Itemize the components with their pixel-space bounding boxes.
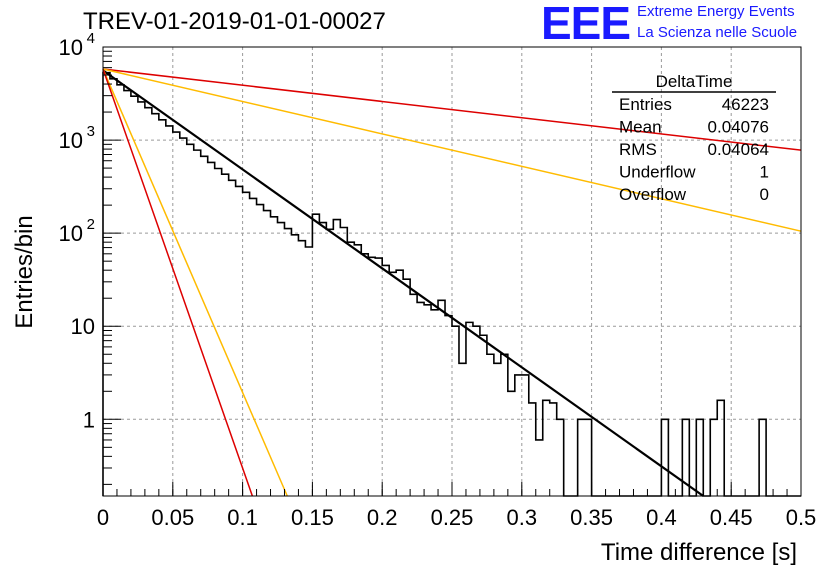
fit-lines bbox=[102, 68, 802, 497]
eee-logo: EEE bbox=[541, 0, 631, 49]
y-axis-label: Entries/bin bbox=[11, 215, 38, 328]
fit-line bbox=[102, 68, 288, 497]
axes: 0 0.05 0.1 0.15 0.2 0.25 0.3 0.35 0.4 0.45 0.51101… bbox=[59, 30, 817, 530]
x-tick-label: 0 bbox=[97, 505, 109, 530]
stats-box: DeltaTime Entries 46223 Mean 0.04076 RMS 0.04… bbox=[612, 72, 776, 204]
stats-value: 0.04064 bbox=[708, 140, 769, 159]
stats-label: Overflow bbox=[619, 185, 687, 204]
y-tick-label: 1 bbox=[83, 407, 95, 432]
y-tick-label: 10 bbox=[59, 221, 83, 246]
stats-label: Entries bbox=[619, 95, 672, 114]
eee-logo-line1: Extreme Energy Events bbox=[637, 3, 795, 20]
x-tick-label: 0.5 bbox=[786, 505, 817, 530]
x-tick-label: 0.1 bbox=[227, 505, 258, 530]
stats-value: 0.04076 bbox=[708, 118, 769, 137]
fit-line bbox=[102, 68, 802, 232]
x-tick-label: 0.25 bbox=[431, 505, 474, 530]
grid bbox=[103, 47, 801, 496]
stats-label: Underflow bbox=[619, 163, 696, 182]
stats-value: 46223 bbox=[722, 95, 769, 114]
x-tick-label: 0.05 bbox=[151, 505, 194, 530]
histogram-outline bbox=[102, 71, 801, 497]
y-tick-label: 10 bbox=[59, 128, 83, 153]
stats-value: 0 bbox=[760, 185, 769, 204]
x-axis-label: Time difference [s] bbox=[601, 539, 797, 566]
x-tick-label: 0.45 bbox=[710, 505, 753, 530]
histogram bbox=[102, 71, 801, 497]
y-tick-exponent: 3 bbox=[87, 123, 95, 140]
stats-value: 1 bbox=[760, 163, 769, 182]
fit-line bbox=[102, 68, 802, 151]
y-tick-label: 10 bbox=[71, 314, 95, 339]
x-tick-label: 0.2 bbox=[367, 505, 398, 530]
fit-line bbox=[102, 69, 704, 497]
y-tick-exponent: 4 bbox=[87, 30, 95, 47]
x-tick-label: 0.3 bbox=[507, 505, 538, 530]
stats-label: Mean bbox=[619, 118, 662, 137]
stats-title: DeltaTime bbox=[656, 72, 733, 91]
y-tick-exponent: 2 bbox=[87, 216, 95, 233]
x-tick-label: 0.15 bbox=[291, 505, 334, 530]
fit-line bbox=[102, 68, 254, 497]
x-tick-label: 0.35 bbox=[570, 505, 613, 530]
chart-title: TREV-01-2019-01-01-00027 bbox=[83, 8, 386, 35]
stats-label: RMS bbox=[619, 140, 657, 159]
x-tick-label: 0.4 bbox=[646, 505, 677, 530]
y-tick-label: 10 bbox=[59, 35, 83, 60]
eee-logo-line2: La Scienza nelle Scuole bbox=[637, 24, 798, 41]
